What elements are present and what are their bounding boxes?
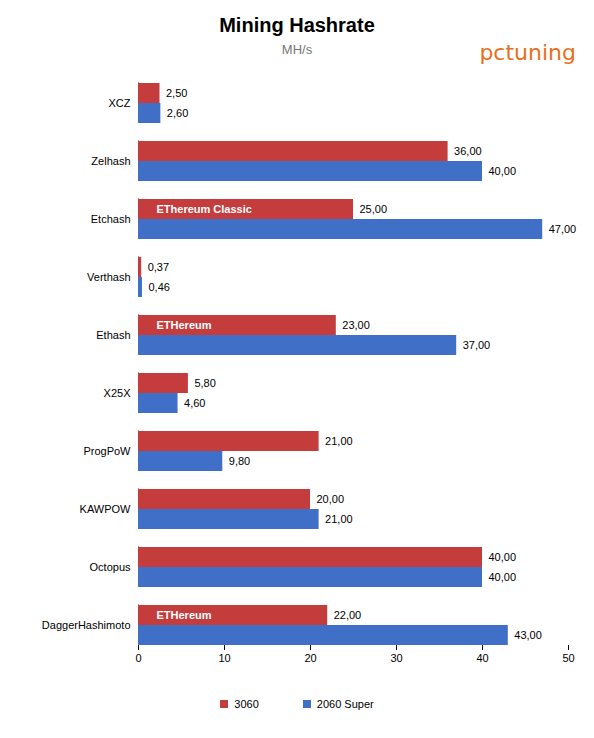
svg-text:20: 20	[304, 652, 316, 664]
svg-text:23,00: 23,00	[342, 319, 370, 331]
svg-text:25,00: 25,00	[360, 203, 388, 215]
svg-text:10: 10	[218, 652, 230, 664]
svg-text:4,60: 4,60	[184, 397, 205, 409]
html-text:MH/s: MH/s	[281, 42, 313, 57]
svg-text:40,00: 40,00	[489, 571, 517, 583]
svg-text:ETHereum: ETHereum	[157, 609, 212, 621]
svg-text:50: 50	[562, 652, 574, 664]
svg-text:2,50: 2,50	[166, 87, 187, 99]
svg-text:X25X: X25X	[104, 387, 132, 399]
svg-text:0: 0	[135, 652, 141, 664]
html-text:pctuning: pctuning	[479, 40, 576, 65]
svg-text:XCZ: XCZ	[109, 97, 131, 109]
svg-text:ETHereum: ETHereum	[157, 319, 212, 331]
svg-text:Etchash: Etchash	[91, 213, 131, 225]
svg-text:Octopus: Octopus	[90, 561, 131, 573]
svg-text:40,00: 40,00	[489, 165, 517, 177]
svg-text:DaggerHashimoto: DaggerHashimoto	[42, 619, 131, 631]
svg-text:5,80: 5,80	[194, 377, 215, 389]
html-text:2060 Super: 2060 Super	[316, 698, 374, 710]
svg-text:0,46: 0,46	[148, 281, 169, 293]
svg-text:9,80: 9,80	[229, 455, 250, 467]
svg-text:40: 40	[476, 652, 488, 664]
svg-text:36,00: 36,00	[454, 145, 482, 157]
svg-text:KAWPOW: KAWPOW	[80, 503, 132, 515]
svg-text:21,00: 21,00	[325, 513, 353, 525]
svg-text:43,00: 43,00	[514, 629, 542, 641]
html-text:Mining Hashrate: Mining Hashrate	[219, 14, 375, 36]
svg-text:30: 30	[390, 652, 402, 664]
svg-text:37,00: 37,00	[463, 339, 491, 351]
svg-text:Ethash: Ethash	[96, 329, 130, 341]
svg-text:ProgPoW: ProgPoW	[83, 445, 131, 457]
svg-text:22,00: 22,00	[334, 609, 362, 621]
svg-text:Zelhash: Zelhash	[91, 155, 130, 167]
svg-text:Verthash: Verthash	[87, 271, 130, 283]
svg-text:47,00: 47,00	[549, 223, 577, 235]
html-text:3060: 3060	[234, 698, 259, 710]
svg-text:2,60: 2,60	[167, 107, 188, 119]
svg-text:21,00: 21,00	[325, 435, 353, 447]
svg-text:20,00: 20,00	[317, 493, 345, 505]
svg-text:40,00: 40,00	[489, 551, 517, 563]
svg-text:0,37: 0,37	[148, 261, 169, 273]
svg-text:EThereum Classic: EThereum Classic	[157, 203, 252, 215]
